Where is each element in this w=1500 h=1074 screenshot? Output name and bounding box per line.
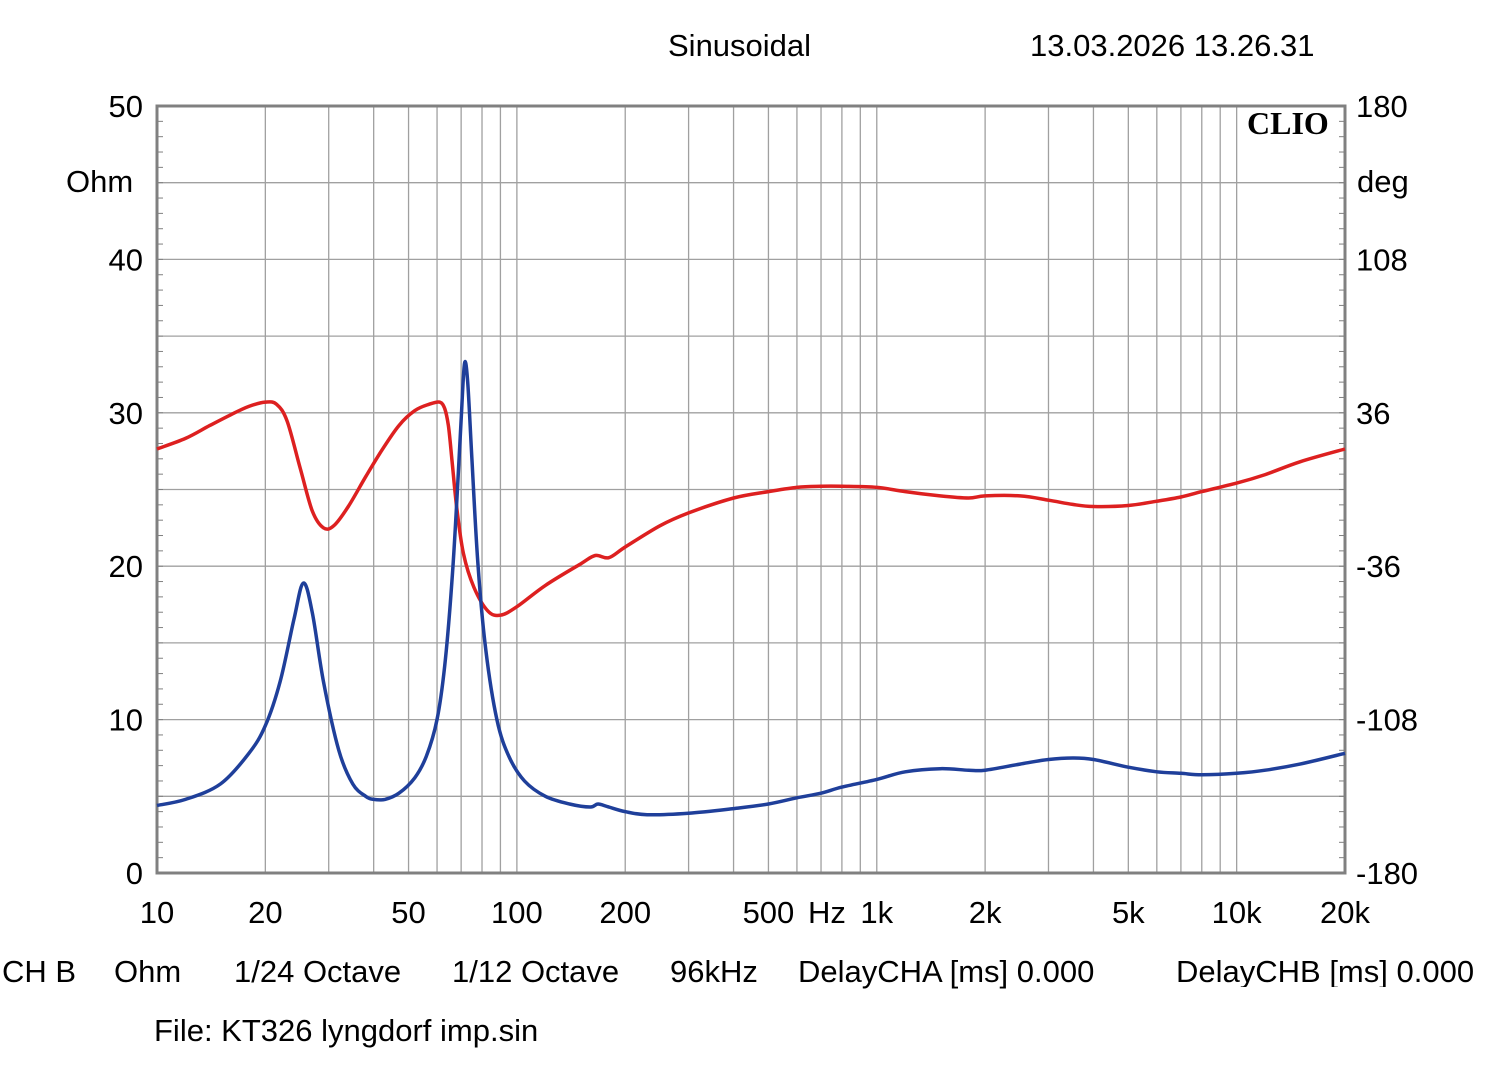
y-right-tick-label: 180 [1356, 89, 1408, 124]
footer-sample-rate: 96kHz [670, 954, 758, 989]
x-tick-label: 100 [491, 895, 543, 930]
footer-unit: Ohm [114, 954, 182, 989]
y-left-tick-label: 0 [126, 856, 143, 891]
x-unit-label: Hz [808, 895, 846, 930]
y-left-tick-label: 10 [109, 703, 143, 738]
footer-delay-chb: DelayCHB [ms] 0.000 [1176, 956, 1475, 987]
footer-resolution-b: 1/12 Octave [452, 954, 620, 989]
x-tick-label: 5k [1112, 895, 1145, 930]
measurement-mode: Sinusoidal [668, 28, 812, 63]
y-right-tick-label: 108 [1356, 242, 1408, 277]
y-right-tick-label: 36 [1356, 396, 1390, 431]
y-left-tick-label: 20 [109, 549, 143, 584]
x-tick-label: 20 [248, 895, 282, 930]
magnitude-curve [156, 359, 1346, 817]
y-right-tick-label: -108 [1356, 703, 1418, 738]
footer-channel: CH B [2, 954, 77, 989]
phase-curve [156, 400, 1346, 618]
y-left-tick-label: 40 [109, 242, 143, 277]
footer-delay-cha: DelayCHA [ms] 0.000 [798, 954, 1095, 989]
x-axis-labels: 10 20 50 100 200 500 1k 2k 5k 10k 20k [140, 895, 1371, 930]
file-name: File: KT326 lyngdorf imp.sin [154, 1013, 539, 1048]
y-left-axis-labels: 0 10 20 30 40 50 [109, 89, 143, 891]
y-right-tick-label: -180 [1356, 856, 1418, 891]
x-tick-label: 200 [599, 895, 651, 930]
x-tick-label: 10k [1212, 895, 1262, 930]
y-right-tick-label: -36 [1356, 549, 1401, 584]
x-tick-label: 500 [743, 895, 795, 930]
timestamp: 13.03.2026 13.26.31 [1030, 28, 1315, 63]
x-tick-label: 10 [140, 895, 174, 930]
x-tick-label: 2k [969, 895, 1002, 930]
x-tick-label: 20k [1320, 895, 1370, 930]
brand-logo: CLIO [1247, 105, 1329, 141]
y-right-unit: deg [1357, 164, 1409, 199]
y-left-unit: Ohm [66, 164, 134, 199]
y-left-tick-label: 30 [109, 396, 143, 431]
footer-resolution-a: 1/24 Octave [234, 954, 402, 989]
y-right-axis-labels: -180 -108 -36 36 108 180 [1356, 89, 1418, 891]
y-left-tick-label: 50 [109, 89, 143, 124]
grid [156, 106, 1346, 873]
x-tick-label: 50 [391, 895, 425, 930]
minor-ticks [157, 120, 1345, 859]
x-tick-label: 1k [860, 895, 893, 930]
